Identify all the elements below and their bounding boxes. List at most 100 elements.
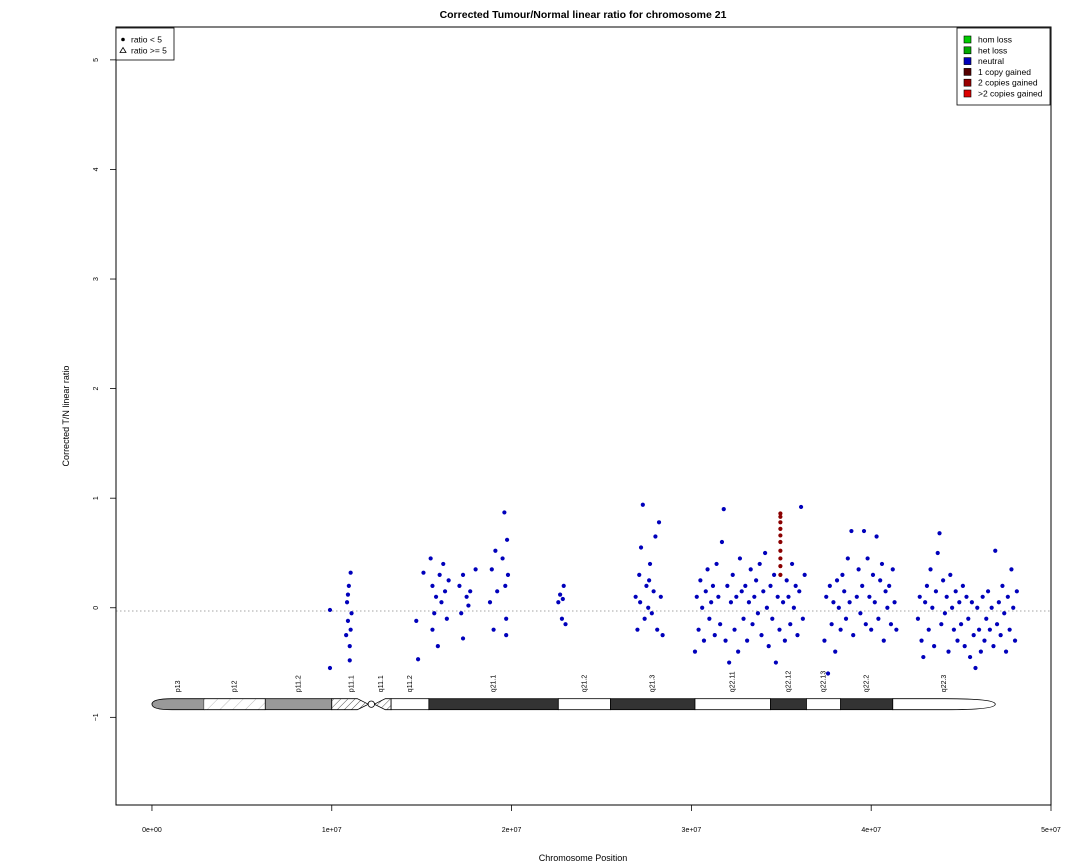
data-point — [985, 589, 991, 594]
data-point — [870, 572, 876, 577]
data-point — [718, 622, 723, 627]
data-point — [560, 596, 565, 602]
data-point — [872, 600, 877, 605]
data-point — [836, 605, 841, 610]
data-point — [958, 622, 964, 627]
data-point — [948, 572, 953, 577]
data-point — [495, 589, 500, 594]
data-point — [444, 616, 449, 621]
data-point — [719, 539, 725, 545]
data-point — [347, 658, 352, 663]
data-point — [489, 567, 494, 572]
color-legend-box — [956, 27, 1051, 106]
data-point — [784, 578, 789, 583]
data-point — [487, 600, 493, 605]
x-tick-label: 1e+07 — [322, 827, 342, 834]
data-point — [786, 594, 791, 599]
color-legend-label: 1 copy gained — [978, 67, 1031, 77]
y-tick-label: 5 — [93, 58, 100, 62]
data-point — [446, 578, 451, 583]
data-point — [887, 583, 892, 588]
data-point — [917, 594, 922, 599]
data-point — [766, 644, 771, 649]
shape-legend-label-circle: ratio < 5 — [131, 35, 162, 45]
data-point — [867, 594, 872, 599]
data-point — [502, 510, 507, 515]
data-point — [921, 654, 926, 660]
data-point — [874, 534, 879, 539]
data-point — [928, 567, 933, 572]
data-point — [563, 622, 568, 627]
data-point — [858, 611, 863, 616]
color-swatch-icon — [963, 57, 972, 65]
data-point — [755, 611, 761, 616]
data-point — [946, 649, 951, 654]
data-point — [849, 528, 854, 534]
data-point — [941, 578, 946, 583]
data-point — [743, 583, 748, 588]
data-point — [348, 570, 353, 575]
data-point — [730, 572, 735, 577]
data-point — [633, 594, 638, 599]
data-point — [503, 583, 508, 588]
data-point — [1012, 638, 1018, 643]
data-point — [798, 504, 804, 510]
ideogram-band — [840, 698, 894, 711]
data-point — [651, 589, 656, 594]
data-point — [1011, 605, 1016, 610]
data-point — [778, 548, 783, 553]
data-point — [649, 611, 654, 616]
data-point — [924, 583, 930, 588]
color-swatch-icon — [963, 35, 972, 44]
data-point — [748, 567, 753, 572]
y-tick-label: 4 — [93, 167, 100, 171]
data-point — [714, 561, 719, 567]
data-point — [778, 572, 783, 577]
x-tick-label: 2e+07 — [502, 827, 522, 834]
data-point — [966, 616, 971, 621]
data-point — [777, 627, 782, 632]
shape-legend-box — [115, 27, 175, 61]
data-point — [843, 616, 849, 621]
data-points — [327, 502, 1019, 676]
data-point — [885, 605, 890, 610]
chromosome-ideogram: p13 p12 p11.2 p11.1 q11.1 q11.2 q21.1 q21.2 q21.… — [151, 671, 996, 711]
data-point — [894, 627, 899, 632]
ideogram-band-label: q21.2 — [581, 675, 588, 693]
x-tick-label: 4e+07 — [861, 827, 881, 834]
data-point — [778, 526, 783, 531]
data-point — [879, 561, 885, 567]
y-axis: −1 0 1 2 3 4 5 — [93, 58, 117, 721]
ideogram-band-label: q22.2 — [864, 675, 871, 693]
data-point — [707, 616, 712, 621]
data-point — [778, 520, 783, 525]
circle-icon — [121, 37, 125, 42]
data-point — [791, 605, 796, 610]
data-point — [824, 594, 829, 599]
y-tick-label: −1 — [93, 713, 100, 721]
data-point — [950, 605, 955, 610]
data-point — [822, 638, 827, 643]
data-point — [847, 600, 852, 605]
ideogram-band-label: q21.1 — [491, 675, 498, 693]
data-point — [640, 502, 645, 507]
ideogram-band — [204, 698, 266, 710]
data-point — [638, 600, 643, 605]
data-point — [430, 583, 435, 588]
data-point — [732, 627, 737, 632]
data-point — [883, 589, 888, 594]
data-point — [960, 583, 965, 588]
data-point — [658, 594, 663, 599]
data-point — [727, 660, 732, 665]
data-point — [1003, 649, 1009, 654]
data-point — [984, 616, 989, 621]
data-point — [468, 589, 473, 594]
data-point — [430, 627, 435, 632]
data-point — [876, 616, 881, 621]
ideogram-band — [610, 698, 696, 711]
data-point — [504, 633, 509, 638]
data-point — [754, 578, 759, 583]
data-point — [838, 627, 843, 632]
color-swatch-icon — [963, 89, 972, 98]
data-point — [994, 622, 1000, 627]
